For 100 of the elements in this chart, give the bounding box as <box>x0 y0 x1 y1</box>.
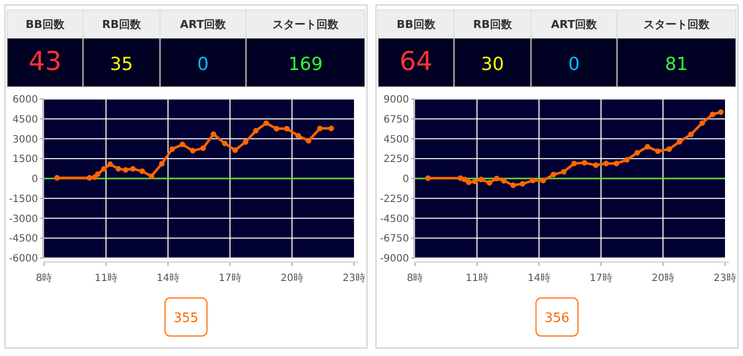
point <box>655 148 661 154</box>
point <box>54 175 60 181</box>
x-tick-label: 8時 <box>406 272 424 284</box>
point <box>253 128 259 134</box>
data-label: 0 <box>568 54 580 75</box>
y-tick-label: -6750 <box>380 234 409 245</box>
data-label: 35 <box>110 54 133 75</box>
point <box>425 175 431 181</box>
point <box>676 138 682 145</box>
point <box>139 168 145 174</box>
x-tick-label: 17時 <box>218 272 242 284</box>
y-tick-label: 9000 <box>384 94 409 106</box>
text: 356 <box>544 311 570 326</box>
point <box>540 178 546 184</box>
point <box>210 131 216 137</box>
category-label: BB回数 <box>396 18 436 31</box>
point <box>101 166 107 172</box>
point <box>169 146 175 152</box>
point <box>284 126 290 132</box>
point <box>644 144 650 150</box>
point <box>634 150 640 156</box>
point <box>494 176 500 182</box>
data-label: 169 <box>288 54 323 75</box>
point <box>295 132 301 138</box>
point <box>274 126 280 132</box>
y-tick-label: 4500 <box>384 134 409 146</box>
point <box>328 126 334 132</box>
y-tick-label: -6000 <box>8 254 38 264</box>
point <box>86 175 92 181</box>
y-tick-label: -1500 <box>8 194 38 205</box>
data-label: 64 <box>399 47 433 77</box>
x-tick-label: 14時 <box>156 272 180 284</box>
x-tick-label: 11時 <box>94 272 118 284</box>
x-tick-label: 20時 <box>652 272 674 284</box>
point <box>582 160 588 166</box>
y-tick-label: 3000 <box>12 134 38 146</box>
point <box>550 172 556 178</box>
point <box>614 160 620 166</box>
y-tick-label: 1500 <box>12 154 38 166</box>
point <box>571 160 577 166</box>
point <box>232 147 238 153</box>
y-tick-label: -4500 <box>380 214 409 225</box>
point <box>710 112 716 118</box>
category-label: スタート回数 <box>644 18 710 31</box>
point <box>699 120 706 126</box>
category-label: ART回数 <box>551 18 598 31</box>
y-tick-label: 4500 <box>12 114 38 126</box>
point <box>180 142 186 148</box>
point <box>148 173 154 179</box>
y-tick-label: -4500 <box>8 234 38 245</box>
point <box>94 171 101 177</box>
x-tick-label: 8時 <box>36 272 52 284</box>
x-tick-label: 23時 <box>714 272 736 284</box>
point <box>688 132 694 138</box>
data-label: 43 <box>28 47 62 77</box>
x-tick-label: 17時 <box>590 272 612 284</box>
category-label: BB回数 <box>26 18 66 31</box>
point <box>501 178 507 184</box>
category-label: スタート回数 <box>272 18 340 31</box>
point <box>130 166 136 172</box>
point <box>510 182 516 188</box>
point <box>472 178 478 184</box>
point <box>200 145 206 151</box>
category-label: RB回数 <box>102 18 142 31</box>
category-label: RB回数 <box>473 18 513 31</box>
x-tick-label: 14時 <box>528 272 550 284</box>
point <box>718 109 724 115</box>
point <box>593 162 599 168</box>
point <box>666 146 672 152</box>
point <box>263 120 269 126</box>
point <box>466 179 472 186</box>
point <box>222 140 228 146</box>
point <box>317 126 323 132</box>
point <box>462 176 468 182</box>
y-tick-label: 6750 <box>384 114 409 126</box>
point <box>530 178 536 184</box>
point <box>190 148 196 154</box>
y-tick-label: 0 <box>32 174 38 185</box>
point <box>242 139 248 145</box>
point <box>306 138 312 144</box>
y-tick-label: -2250 <box>380 194 409 205</box>
data-label: 81 <box>665 54 688 75</box>
point <box>520 181 526 187</box>
y-tick-label: -9000 <box>380 254 409 264</box>
point <box>478 176 484 182</box>
data-label: 30 <box>481 54 504 75</box>
point <box>122 167 128 173</box>
point <box>159 160 165 167</box>
data-label: 0 <box>197 54 209 75</box>
category-label: ART回数 <box>180 18 227 31</box>
y-tick-label: 0 <box>402 174 409 185</box>
point <box>603 160 609 166</box>
point <box>116 166 122 172</box>
x-tick-label: 11時 <box>466 272 488 284</box>
point <box>561 168 567 175</box>
y-tick-label: 6000 <box>12 94 38 106</box>
point <box>107 161 113 167</box>
x-tick-label: 20時 <box>280 272 304 284</box>
point <box>624 156 630 163</box>
y-tick-label: -3000 <box>8 214 38 225</box>
